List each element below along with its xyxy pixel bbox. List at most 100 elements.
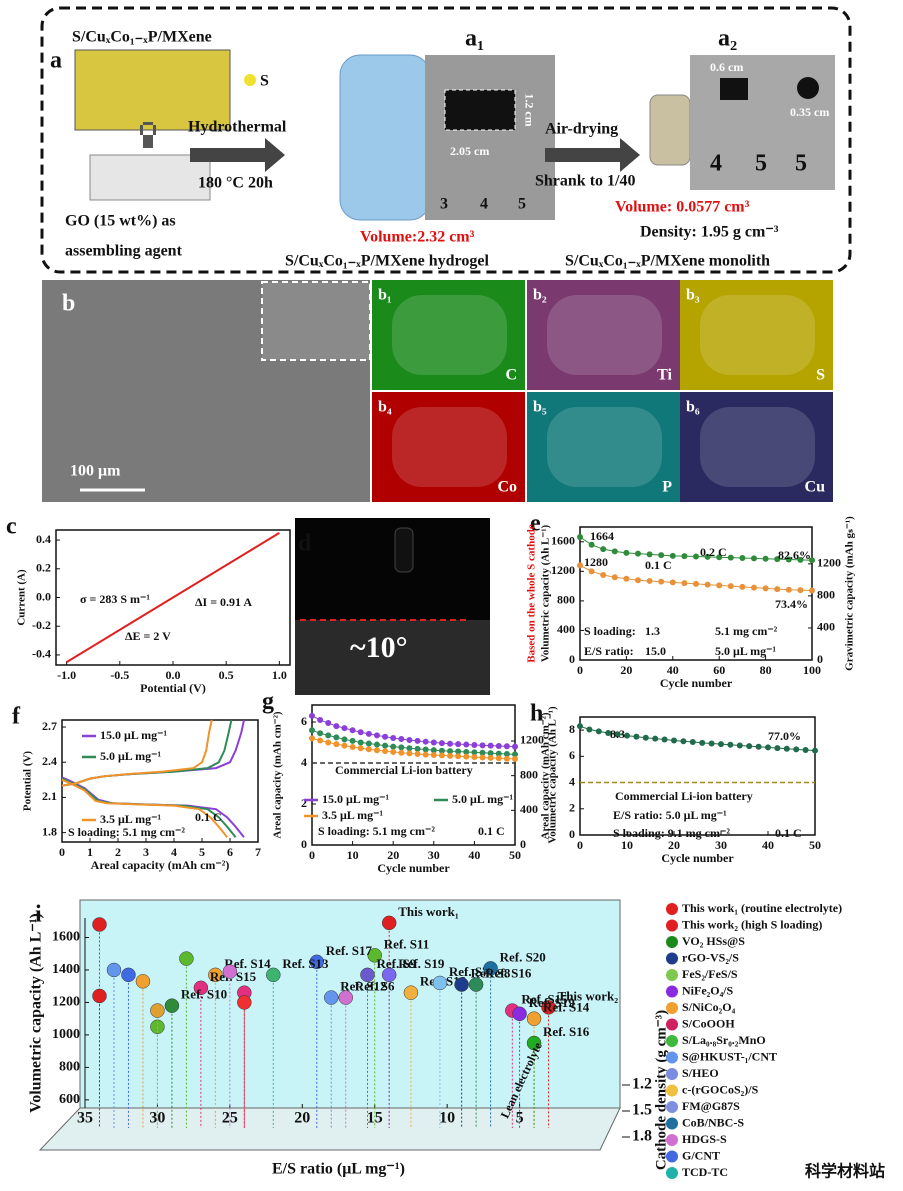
point-label: Ref. S15	[521, 992, 568, 1007]
element-label: Cu	[805, 479, 826, 496]
annotation: S loading:	[584, 624, 636, 638]
legend-marker	[666, 952, 678, 965]
data-point	[455, 741, 462, 748]
data-point	[414, 750, 421, 757]
data-point	[341, 725, 348, 732]
x-tick-label: 100	[803, 663, 821, 677]
legend-label: G/CNT	[682, 1148, 720, 1162]
data-point	[512, 751, 518, 758]
data-point	[92, 917, 107, 932]
element-map	[527, 392, 680, 502]
data-point	[611, 548, 618, 555]
annotation: 77.0%	[768, 729, 801, 743]
arrow	[545, 138, 640, 172]
element-label: P	[662, 479, 672, 496]
panel-label: e	[530, 511, 541, 537]
data-point	[785, 556, 792, 563]
contact-angle: ~10°	[350, 631, 408, 664]
data-point	[150, 1003, 165, 1018]
x-tick-label: 50	[809, 838, 821, 852]
data-point	[390, 748, 397, 755]
data-point	[406, 750, 413, 757]
panel-label: b	[62, 291, 75, 317]
step-label: Air-drying	[545, 121, 618, 138]
point-label: Ref. S20	[500, 949, 546, 964]
plot-frame	[61, 719, 259, 843]
data-point	[512, 755, 518, 762]
annotation: 0.1 C	[775, 826, 802, 840]
data-point	[309, 735, 315, 742]
y-tick-label: 6	[301, 714, 307, 728]
data-point	[595, 728, 602, 735]
data-point	[309, 712, 315, 719]
annotation: 0.1 C	[195, 810, 222, 824]
arrow	[190, 138, 285, 172]
annotation: S loading: 5.1 mg cm⁻²	[318, 824, 435, 838]
data-point	[623, 549, 630, 556]
x-tick-label: 10	[347, 848, 359, 862]
data-point	[718, 741, 724, 748]
data-point	[317, 737, 324, 744]
data-point	[333, 734, 340, 741]
data-point	[317, 730, 324, 737]
data-point	[479, 754, 486, 761]
hydrogel-name: S/CuₓCo₁₋ₓP/MXene hydrogel	[285, 253, 489, 270]
ruler-number: 5	[518, 196, 526, 213]
data-point	[652, 735, 659, 742]
z-tick-label: 1.5	[632, 1102, 652, 1119]
data-point	[390, 735, 397, 742]
x-tick-label: 20	[387, 848, 399, 862]
element-map	[527, 280, 680, 390]
data-point	[422, 751, 429, 758]
ruler-number: 4	[480, 196, 488, 213]
data-point	[381, 915, 397, 931]
ruler-number: 4	[710, 151, 722, 177]
data-point	[623, 575, 630, 582]
data-point	[661, 736, 668, 743]
element-label: S	[816, 367, 825, 384]
legend-label: S/NiCo₂O₄	[682, 1000, 736, 1014]
x-tick-label: 1.0	[272, 668, 287, 682]
panel-label: h	[530, 701, 543, 727]
data-point	[716, 554, 723, 561]
sulfur-label: S	[260, 73, 269, 90]
data-point	[487, 754, 494, 761]
data-point	[479, 749, 486, 756]
go-label: GO (15 wt%) as	[65, 213, 176, 230]
x-tick-label: 0	[577, 838, 583, 852]
legend-label: HDGS-S	[682, 1132, 727, 1146]
legend-label: CoB/NBC-S	[682, 1115, 744, 1129]
x-tick-label: 20	[668, 838, 680, 852]
data-point	[503, 755, 510, 762]
element-map	[680, 392, 833, 502]
legend-label: S/La₀.₈Sr₀.₂MnO	[682, 1033, 766, 1047]
data-point	[809, 557, 815, 564]
data-point	[333, 723, 340, 730]
legend-label: c-(rGOCoS₂)/S	[682, 1082, 759, 1096]
data-point	[341, 736, 348, 743]
data-point	[487, 742, 494, 749]
y2-tick-label: 0	[817, 652, 823, 666]
x-tick-label: 2	[115, 845, 121, 859]
y-tick-label: 2	[569, 801, 575, 815]
graphene-oxide-sheet	[89, 154, 211, 201]
point-label: This work₂	[558, 988, 619, 1003]
x-tick-label: 60	[713, 663, 725, 677]
data-point	[512, 1006, 527, 1022]
data-point	[438, 752, 445, 759]
data-point	[179, 951, 194, 966]
data-point	[762, 555, 769, 562]
point-label: Ref. S9	[376, 956, 416, 971]
dimension: 0.6 cm	[710, 60, 743, 74]
legend-label: S@HKUST-₁/CNT	[682, 1049, 777, 1063]
legend-label: This work₂ (high S loading)	[682, 917, 822, 931]
dimension: 2.05 cm	[450, 144, 489, 158]
data-point	[479, 742, 486, 749]
y-tick-label: 1600	[52, 930, 80, 945]
data-point	[727, 583, 734, 590]
element-maps: b₁ Cb₂ Ti b₃ Sb₄ Co b₅ Pb₆ Cu	[372, 280, 833, 502]
data-point	[463, 748, 470, 755]
y-tick-label: 4	[569, 774, 575, 788]
series-line	[311, 715, 516, 748]
data-point	[193, 980, 209, 996]
